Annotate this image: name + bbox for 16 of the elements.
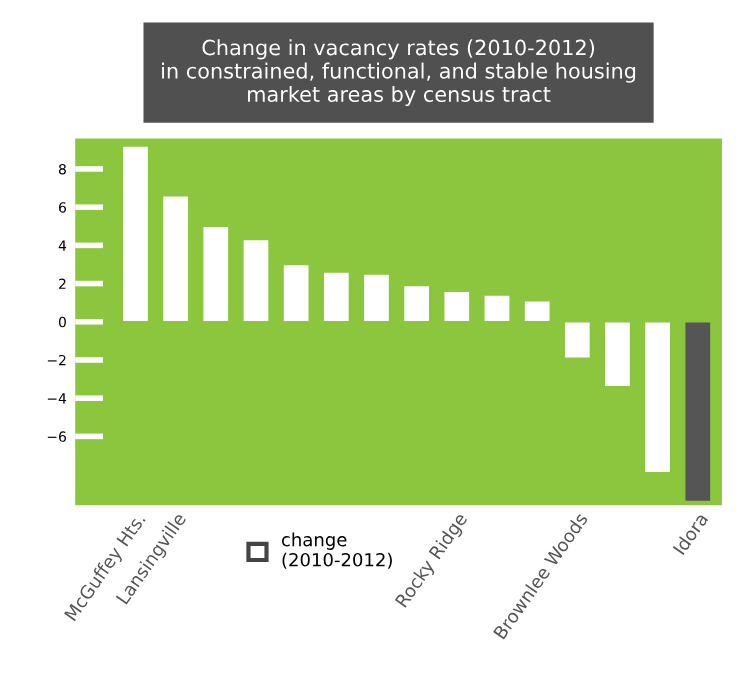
bar <box>322 271 351 323</box>
bar <box>121 145 150 323</box>
bar <box>362 273 391 323</box>
bar <box>603 321 632 388</box>
bar <box>242 238 270 323</box>
bar <box>443 290 471 323</box>
bar <box>282 263 310 323</box>
bar <box>483 294 511 323</box>
bar <box>402 284 431 323</box>
bar <box>161 195 190 323</box>
bar <box>563 321 592 359</box>
bar <box>523 300 551 323</box>
chart-title: Change in vacancy rates (2010-2012) in constrained, functional, and stable housing market areas by census tract <box>162 39 636 107</box>
legend-label: change (2010-2012) <box>281 532 392 569</box>
bar <box>202 225 230 323</box>
bar <box>643 321 672 474</box>
